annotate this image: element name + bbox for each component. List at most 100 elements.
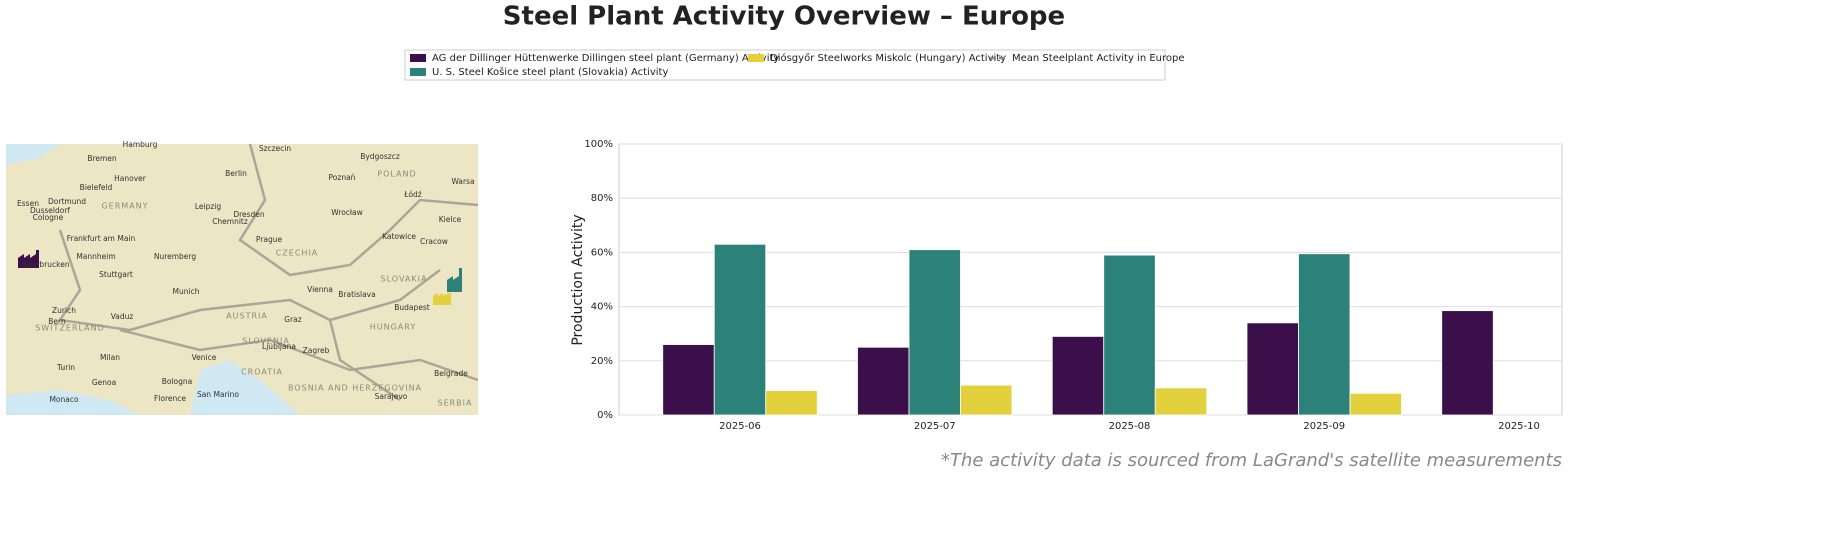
x-tick-label: 2025-09 xyxy=(1303,421,1345,432)
map-label: HUNGARY xyxy=(370,323,416,332)
x-tick-label: 2025-10 xyxy=(1498,421,1540,432)
map-label: Hanover xyxy=(114,174,147,183)
map-label: CZECHIA xyxy=(276,249,319,258)
map-label: Bologna xyxy=(162,377,193,386)
map-label: Szczecin xyxy=(259,144,292,153)
map-label: Prague xyxy=(256,235,283,244)
map-sea xyxy=(6,360,300,415)
legend-label: Mean Steelplant Activity in Europe xyxy=(1012,53,1185,64)
map-label: Nuremberg xyxy=(154,252,197,261)
map xyxy=(6,143,479,415)
map-label: SWITZERLAND xyxy=(35,324,105,333)
map-label: Kielce xyxy=(439,215,462,224)
map-label: Bydgoszcz xyxy=(360,152,400,161)
x-tick-label: 2025-07 xyxy=(914,421,956,432)
legend-box xyxy=(404,49,1166,81)
map-label: Poznań xyxy=(329,173,356,182)
bar xyxy=(1154,387,1208,416)
map-label: GERMANY xyxy=(101,202,148,211)
map-label: Milan xyxy=(100,353,120,362)
map-label: San Marino xyxy=(197,390,239,399)
legend-label: AG der Dillinger Hüttenwerke Dillingen s… xyxy=(432,53,779,64)
map-label: Venice xyxy=(192,353,217,362)
bar xyxy=(1349,392,1402,416)
map-border xyxy=(57,143,479,402)
legend-swatch xyxy=(748,54,764,62)
map-label: Turin xyxy=(56,363,75,372)
y-tick-label: 100% xyxy=(584,139,613,150)
map-label: Sarajevo xyxy=(375,392,408,401)
plant-icon xyxy=(433,293,451,305)
map-label: Stuttgart xyxy=(99,270,133,279)
y-tick-label: 40% xyxy=(591,302,613,313)
map-label: Warsa xyxy=(451,177,474,186)
map-label: Łódź xyxy=(403,190,422,199)
map-label: Florence xyxy=(154,394,186,403)
map-label: Leipzig xyxy=(195,202,222,211)
legend-swatch xyxy=(410,68,426,76)
map-label: Chemnitz xyxy=(212,217,248,226)
map-label: SLOVENIA xyxy=(242,337,290,346)
map-label: Genoa xyxy=(92,378,116,387)
map-label: Hamburg xyxy=(123,140,158,149)
map-label: Essen xyxy=(17,199,39,208)
map-label: Dortmund xyxy=(48,197,86,206)
y-axis-label: Production Activity xyxy=(570,214,586,345)
map-label: SLOVAKIA xyxy=(381,275,428,284)
map-label: BOSNIA AND HERZEGOVINA xyxy=(288,384,422,393)
x-tick-label: 2025-08 xyxy=(1109,421,1151,432)
chart-title: Steel Plant Activity Overview – Europe xyxy=(503,2,1065,32)
map-label: Vienna xyxy=(307,285,333,294)
bar xyxy=(1246,322,1299,416)
map-label: Katowice xyxy=(382,232,416,241)
map-label: Graz xyxy=(284,315,301,324)
bar xyxy=(1298,253,1351,416)
map-sea xyxy=(6,144,60,165)
map-label: Frankfurt am Main xyxy=(67,234,136,243)
map-label: Saarbrucken xyxy=(22,260,69,269)
legend-label: Diósgyőr Steelworks Miskolc (Hungary) Ac… xyxy=(770,52,1006,64)
map-label: POLAND xyxy=(377,170,416,179)
map-label: Bratislava xyxy=(338,290,375,299)
bar xyxy=(857,346,910,416)
map-label: Belgrade xyxy=(434,369,468,378)
plant-icon xyxy=(447,268,462,292)
bar xyxy=(960,384,1013,416)
map-label: Zurich xyxy=(52,306,76,315)
bar xyxy=(1103,254,1156,416)
plant-icon xyxy=(18,250,39,268)
map-label: SERBIA xyxy=(437,399,472,408)
map-label: Ljubljana xyxy=(262,342,296,351)
y-tick-label: 0% xyxy=(597,410,613,421)
map-label: Berlin xyxy=(225,169,247,178)
map-label: Dusseldorf xyxy=(30,206,70,215)
map-label: AUSTRIA xyxy=(226,312,268,321)
map-label: Munich xyxy=(173,287,200,296)
map-label: Dresden xyxy=(233,210,265,219)
map-label: Bern xyxy=(48,317,66,326)
map-label: Vaduz xyxy=(111,312,134,321)
bar xyxy=(908,249,961,416)
bar xyxy=(662,344,715,416)
map-label: Cologne xyxy=(33,213,64,222)
y-tick-label: 20% xyxy=(591,356,613,367)
x-tick-label: 2025-06 xyxy=(719,421,761,432)
map-label: CROATIA xyxy=(241,368,283,377)
map-label: Budapest xyxy=(394,303,430,312)
map-label: Wrocław xyxy=(331,208,363,217)
map-label: Monaco xyxy=(49,395,79,404)
legend-label: U. S. Steel Košice steel plant (Slovakia… xyxy=(432,66,668,78)
bar xyxy=(1441,310,1494,416)
map-label: Zagreb xyxy=(303,346,330,355)
footnote: *The activity data is sourced from LaGra… xyxy=(941,450,1562,471)
legend-swatch xyxy=(410,54,426,62)
bar xyxy=(713,243,767,416)
bar xyxy=(1051,336,1105,416)
y-tick-label: 80% xyxy=(591,193,613,204)
map-label: Bielefeld xyxy=(80,183,113,192)
map-label: Mannheim xyxy=(76,252,115,261)
y-tick-label: 60% xyxy=(591,247,613,258)
map-label: Bremen xyxy=(87,154,117,163)
map-label: Cracow xyxy=(420,237,448,246)
